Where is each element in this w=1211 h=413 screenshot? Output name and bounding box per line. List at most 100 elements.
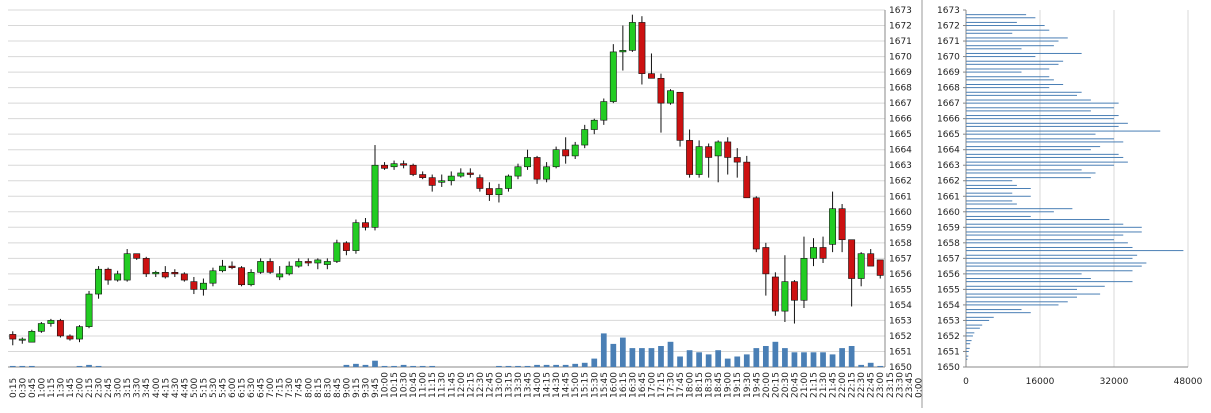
time-tick-label: 4:30: [171, 378, 181, 398]
profile-bar: [966, 156, 1124, 158]
time-tick-label: 21:15: [810, 372, 820, 398]
volume-bar: [610, 343, 617, 367]
candle-body: [800, 258, 808, 301]
volume-bar: [362, 364, 369, 367]
volume-bar: [848, 346, 855, 367]
volume-bar: [591, 358, 598, 367]
profile-bar: [966, 169, 1082, 171]
profile-bar: [966, 223, 1124, 225]
candle-body: [66, 335, 74, 340]
profile-y-tick-label: 1668: [937, 84, 960, 94]
time-tick-label: 23:45: [905, 372, 915, 398]
candle-body: [609, 51, 617, 102]
volume-bar: [648, 348, 655, 367]
profile-bar: [966, 21, 1017, 23]
candle-body: [590, 119, 598, 130]
price-tick-label: 1657: [889, 254, 912, 264]
time-tick-label: 3:15: [123, 378, 133, 398]
candle-body: [848, 239, 856, 279]
candle-body: [447, 175, 455, 182]
volume-bar: [858, 364, 865, 367]
time-tick-label: 16:30: [628, 372, 638, 398]
profile-y-tick-label: 1671: [937, 37, 960, 47]
profile-y-tick-label: 1666: [937, 115, 960, 125]
volume-bar: [9, 365, 16, 367]
volume-bar: [534, 364, 540, 367]
profile-bar: [966, 265, 1142, 267]
profile-bar: [966, 71, 1022, 73]
time-tick-label: 16:45: [638, 372, 648, 398]
profile-bar: [966, 250, 1184, 252]
profile-bar: [966, 138, 1114, 140]
time-tick-label: 6:00: [228, 378, 238, 398]
profile-y-tick-label: 1672: [937, 22, 960, 32]
candle-body: [714, 141, 722, 157]
profile-bar: [966, 45, 1054, 47]
candle-body: [600, 101, 608, 121]
candle-body: [133, 253, 141, 259]
profile-bar: [966, 242, 1128, 244]
price-tick-label: 1654: [889, 301, 912, 311]
volume-bar: [28, 365, 35, 367]
time-tick-label: 7:45: [295, 378, 305, 398]
volume-bar: [686, 350, 693, 367]
time-tick-label: 15:30: [590, 372, 600, 398]
profile-bar: [966, 76, 1050, 78]
profile-bar: [966, 278, 1091, 280]
time-tick-label: 14:15: [543, 372, 553, 398]
price-tick-label: 1650: [889, 363, 912, 373]
profile-y-tick-label: 1653: [937, 316, 960, 326]
candle-body: [686, 140, 694, 175]
candle-body: [733, 157, 741, 163]
candle-body: [104, 268, 112, 281]
profile-bar: [966, 63, 1059, 65]
profile-bar: [966, 188, 1031, 189]
candle-body: [333, 242, 341, 262]
volume-bar: [877, 365, 884, 367]
time-tick-label: 18:00: [686, 372, 696, 398]
candle-body: [180, 273, 188, 281]
candle-body: [228, 265, 236, 268]
time-tick-label: 6:15: [238, 378, 248, 398]
profile-bar: [966, 257, 1133, 259]
volume-bar: [372, 360, 378, 367]
time-tick-label: 7:15: [276, 378, 286, 398]
volume-bar: [810, 352, 817, 367]
candle-body: [466, 172, 474, 175]
profile-bar: [966, 208, 1073, 210]
profile-bar: [966, 347, 970, 349]
time-tick-label: 9:15: [352, 378, 362, 398]
time-tick-label: 3:45: [142, 378, 152, 398]
candle-body: [257, 261, 265, 273]
volume-bar: [696, 352, 702, 367]
volume-bar: [429, 365, 436, 367]
volume-bar: [772, 341, 779, 367]
profile-bar: [966, 79, 1054, 81]
time-tick-label: 20:30: [781, 372, 791, 398]
price-tick-label: 1667: [889, 99, 912, 109]
profile-x-tick-label: 16000: [1026, 377, 1055, 387]
volume-bar: [505, 365, 512, 367]
time-tick-label: 5:45: [218, 378, 228, 398]
profile-bar: [966, 17, 1036, 19]
time-tick-label: 23:30: [895, 372, 905, 398]
candle-body: [276, 273, 284, 278]
price-tick-label: 1673: [889, 6, 912, 16]
candle-body: [724, 141, 732, 158]
profile-y-tick-label: 1663: [937, 161, 960, 171]
volume-bar: [829, 354, 836, 367]
profile-y-tick-label: 1670: [937, 53, 960, 63]
price-tick-label: 1661: [889, 192, 912, 202]
price-tick-label: 1656: [889, 270, 912, 280]
candle-body: [114, 273, 122, 281]
candle-body: [562, 149, 570, 157]
volume-bar: [524, 365, 531, 367]
time-tick-label: 17:15: [657, 372, 667, 398]
price-tick-label: 1653: [889, 316, 912, 326]
profile-bar: [966, 301, 1068, 303]
price-tick-label: 1666: [889, 115, 912, 125]
profile-bar: [966, 200, 1013, 202]
time-tick-label: 17:30: [667, 372, 677, 398]
volume-bar: [743, 354, 750, 367]
volume-bar: [658, 346, 664, 367]
